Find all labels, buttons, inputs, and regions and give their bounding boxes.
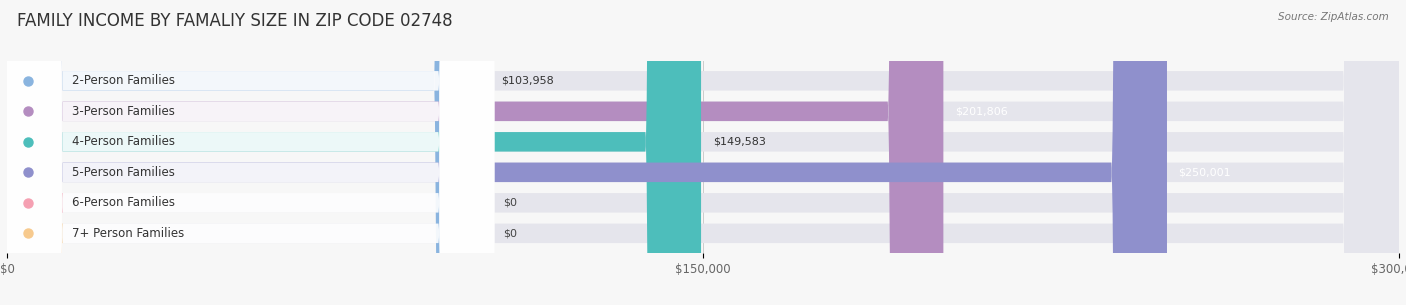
Text: 2-Person Families: 2-Person Families bbox=[72, 74, 174, 87]
FancyBboxPatch shape bbox=[0, 0, 63, 305]
Text: 3-Person Families: 3-Person Families bbox=[72, 105, 174, 118]
FancyBboxPatch shape bbox=[7, 0, 702, 305]
Text: Source: ZipAtlas.com: Source: ZipAtlas.com bbox=[1278, 12, 1389, 22]
Text: 4-Person Families: 4-Person Families bbox=[72, 135, 174, 148]
FancyBboxPatch shape bbox=[7, 0, 1399, 305]
Text: $0: $0 bbox=[503, 198, 517, 208]
Text: $149,583: $149,583 bbox=[713, 137, 765, 147]
FancyBboxPatch shape bbox=[7, 0, 1399, 305]
Text: 6-Person Families: 6-Person Families bbox=[72, 196, 174, 209]
FancyBboxPatch shape bbox=[7, 0, 495, 305]
FancyBboxPatch shape bbox=[7, 0, 495, 305]
Text: $201,806: $201,806 bbox=[955, 106, 1008, 116]
Text: 7+ Person Families: 7+ Person Families bbox=[72, 227, 184, 240]
FancyBboxPatch shape bbox=[7, 0, 1167, 305]
FancyBboxPatch shape bbox=[7, 0, 495, 305]
FancyBboxPatch shape bbox=[0, 0, 63, 305]
FancyBboxPatch shape bbox=[7, 0, 495, 305]
Text: $0: $0 bbox=[503, 228, 517, 238]
FancyBboxPatch shape bbox=[7, 0, 1399, 305]
Text: FAMILY INCOME BY FAMALIY SIZE IN ZIP CODE 02748: FAMILY INCOME BY FAMALIY SIZE IN ZIP COD… bbox=[17, 12, 453, 30]
Text: $250,001: $250,001 bbox=[1178, 167, 1232, 177]
FancyBboxPatch shape bbox=[7, 0, 495, 305]
FancyBboxPatch shape bbox=[7, 0, 489, 305]
Text: $103,958: $103,958 bbox=[501, 76, 554, 86]
FancyBboxPatch shape bbox=[7, 0, 943, 305]
Text: 5-Person Families: 5-Person Families bbox=[72, 166, 174, 179]
FancyBboxPatch shape bbox=[7, 0, 1399, 305]
FancyBboxPatch shape bbox=[7, 0, 1399, 305]
FancyBboxPatch shape bbox=[7, 0, 495, 305]
FancyBboxPatch shape bbox=[7, 0, 1399, 305]
